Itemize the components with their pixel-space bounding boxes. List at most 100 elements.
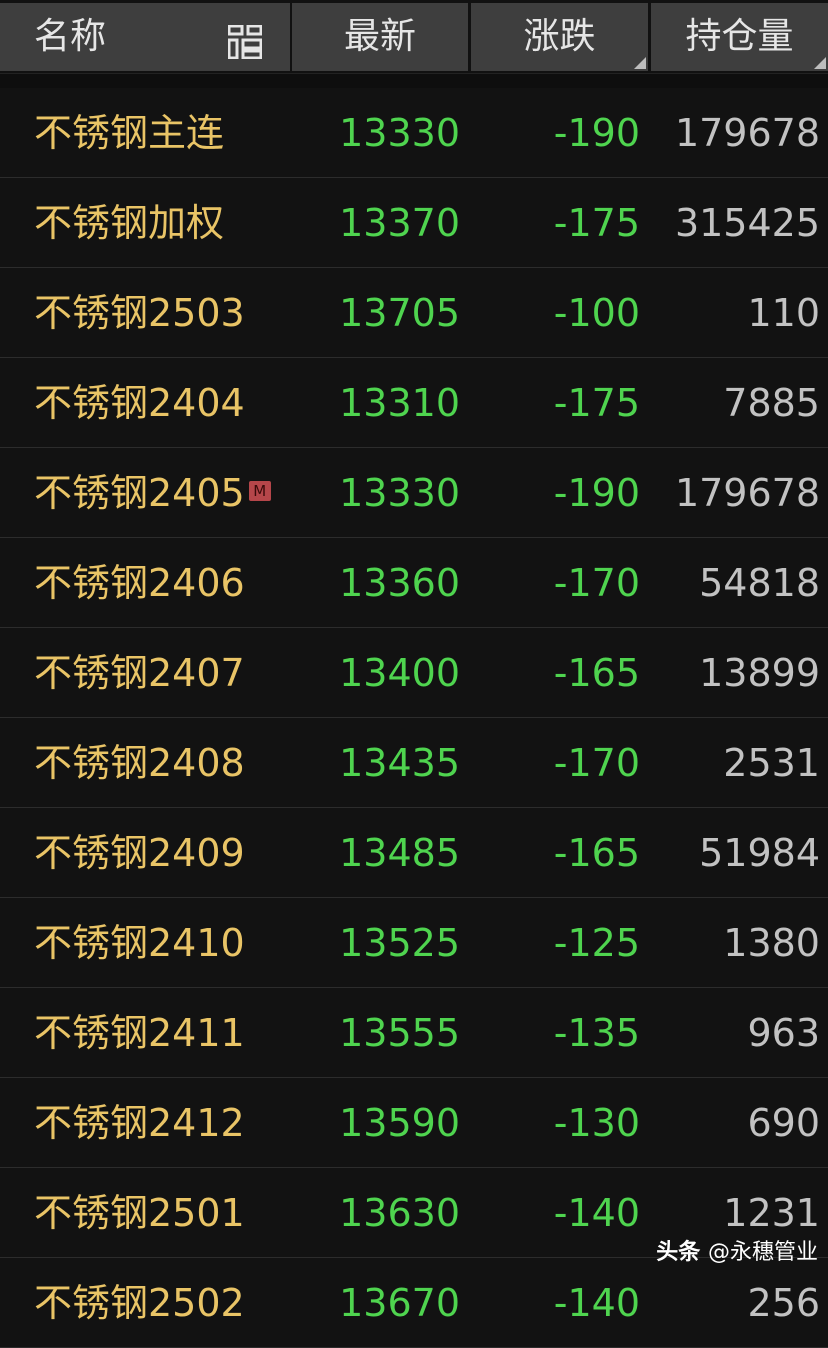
open-interest: 51984	[699, 831, 820, 875]
sort-corner-icon	[814, 57, 826, 69]
contract-name: 不锈钢2503	[34, 268, 245, 358]
table-row[interactable]: 不锈钢2501 13630 -140 1231	[0, 1168, 828, 1258]
table-row[interactable]: 不锈钢2409 13485 -165 51984	[0, 808, 828, 898]
contract-name-text: 不锈钢2408	[34, 741, 245, 785]
table-row[interactable]: 不锈钢主连 13330 -190 179678	[0, 88, 828, 178]
contract-name-text: 不锈钢2405	[34, 471, 245, 515]
open-interest: 54818	[699, 561, 820, 605]
price-change: -135	[553, 1011, 640, 1055]
price-change: -190	[553, 471, 640, 515]
open-interest: 315425	[674, 201, 820, 245]
column-header-last-label: 最新	[343, 16, 416, 57]
last-price: 13370	[339, 201, 460, 245]
contract-name: 不锈钢2501	[34, 1168, 245, 1258]
contract-name: 不锈钢加权	[34, 178, 224, 268]
contract-name-text: 不锈钢2407	[34, 651, 245, 695]
last-price: 13310	[339, 381, 460, 425]
table-row[interactable]: 不锈钢2411 13555 -135 963	[0, 988, 828, 1078]
contract-name-text: 不锈钢2503	[34, 291, 245, 335]
last-price: 13330	[339, 471, 460, 515]
column-header-name-label: 名称	[34, 16, 107, 57]
watermark-brand: 头条	[656, 1240, 701, 1265]
price-change: -165	[553, 651, 640, 695]
contract-name: 不锈钢2407	[34, 628, 245, 718]
price-change: -125	[553, 921, 640, 965]
contract-name-text: 不锈钢2404	[34, 381, 245, 425]
contract-name-text: 不锈钢2502	[34, 1281, 245, 1325]
table-header: 名称 最新 涨跌 持仓量	[0, 0, 828, 73]
table-row[interactable]: 不锈钢2404 13310 -175 7885	[0, 358, 828, 448]
column-header-open-interest[interactable]: 持仓量	[651, 3, 828, 71]
open-interest: 13899	[699, 651, 820, 695]
contract-name-text: 不锈钢2501	[34, 1191, 245, 1235]
price-change: -170	[553, 741, 640, 785]
last-price: 13555	[339, 1011, 460, 1055]
table-row[interactable]: 不锈钢2503 13705 -100 110	[0, 268, 828, 358]
last-price: 13590	[339, 1101, 460, 1145]
column-header-last[interactable]: 最新	[292, 3, 468, 71]
price-change: -190	[553, 111, 640, 155]
contract-name: 不锈钢2411	[34, 988, 245, 1078]
table-row[interactable]: 不锈钢2407 13400 -165 13899	[0, 628, 828, 718]
column-header-change-label: 涨跌	[523, 16, 596, 57]
open-interest: 1380	[723, 921, 820, 965]
column-header-name[interactable]: 名称	[0, 3, 290, 71]
contract-name: 不锈钢2404	[34, 358, 245, 448]
contract-name: 不锈钢2406	[34, 538, 245, 628]
price-change: -130	[553, 1101, 640, 1145]
price-change: -170	[553, 561, 640, 605]
table-row[interactable]: 不锈钢2408 13435 -170 2531	[0, 718, 828, 808]
contract-name: 不锈钢主连	[34, 88, 224, 178]
table-row[interactable]: 不锈钢2412 13590 -130 690	[0, 1078, 828, 1168]
contract-name-text: 不锈钢2412	[34, 1101, 245, 1145]
price-change: -140	[553, 1191, 640, 1235]
open-interest: 2531	[723, 741, 820, 785]
table-row[interactable]: 不锈钢2410 13525 -125 1380	[0, 898, 828, 988]
watermark-handle: @永穗管业	[707, 1240, 818, 1265]
price-change: -175	[553, 381, 640, 425]
watermark: 头条 @永穗管业	[656, 1240, 818, 1266]
contract-name-text: 不锈钢主连	[34, 111, 225, 155]
header-divider	[0, 73, 828, 88]
main-contract-badge: M	[248, 480, 271, 501]
open-interest: 1231	[723, 1191, 820, 1235]
last-price: 13485	[339, 831, 460, 875]
last-price: 13705	[339, 291, 460, 335]
price-change: -140	[553, 1281, 640, 1325]
price-change: -100	[553, 291, 640, 335]
table-row[interactable]: 不锈钢加权 13370 -175 315425	[0, 178, 828, 268]
open-interest: 110	[747, 291, 820, 335]
last-price: 13435	[339, 741, 460, 785]
contract-name-text: 不锈钢2406	[34, 561, 245, 605]
last-price: 13630	[339, 1191, 460, 1235]
contract-name-text: 不锈钢2410	[34, 921, 245, 965]
contract-name: 不锈钢2405 M	[34, 448, 271, 538]
column-header-change[interactable]: 涨跌	[471, 3, 648, 71]
open-interest: 179678	[674, 111, 820, 155]
last-price: 13330	[339, 111, 460, 155]
contract-name: 不锈钢2409	[34, 808, 245, 898]
open-interest: 7885	[723, 381, 820, 425]
price-change: -165	[553, 831, 640, 875]
table-row[interactable]: 不锈钢2502 13670 -140 256	[0, 1258, 828, 1348]
open-interest: 256	[747, 1281, 820, 1325]
price-change: -175	[553, 201, 640, 245]
contract-name-text: 不锈钢加权	[34, 201, 225, 245]
open-interest: 179678	[674, 471, 820, 515]
contract-name: 不锈钢2408	[34, 718, 245, 808]
column-header-open-interest-label: 持仓量	[685, 16, 794, 57]
last-price: 13360	[339, 561, 460, 605]
layout-toggle-icon[interactable]	[228, 25, 262, 59]
table-row[interactable]: 不锈钢2406 13360 -170 54818	[0, 538, 828, 628]
open-interest: 963	[747, 1011, 820, 1055]
last-price: 13400	[339, 651, 460, 695]
last-price: 13525	[339, 921, 460, 965]
contract-name: 不锈钢2412	[34, 1078, 245, 1168]
last-price: 13670	[339, 1281, 460, 1325]
contract-name: 不锈钢2410	[34, 898, 245, 988]
table-row[interactable]: 不锈钢2405 M 13330 -190 179678	[0, 448, 828, 538]
contract-name: 不锈钢2502	[34, 1258, 245, 1348]
open-interest: 690	[747, 1101, 820, 1145]
contract-name-text: 不锈钢2409	[34, 831, 245, 875]
contract-name-text: 不锈钢2411	[34, 1011, 245, 1055]
